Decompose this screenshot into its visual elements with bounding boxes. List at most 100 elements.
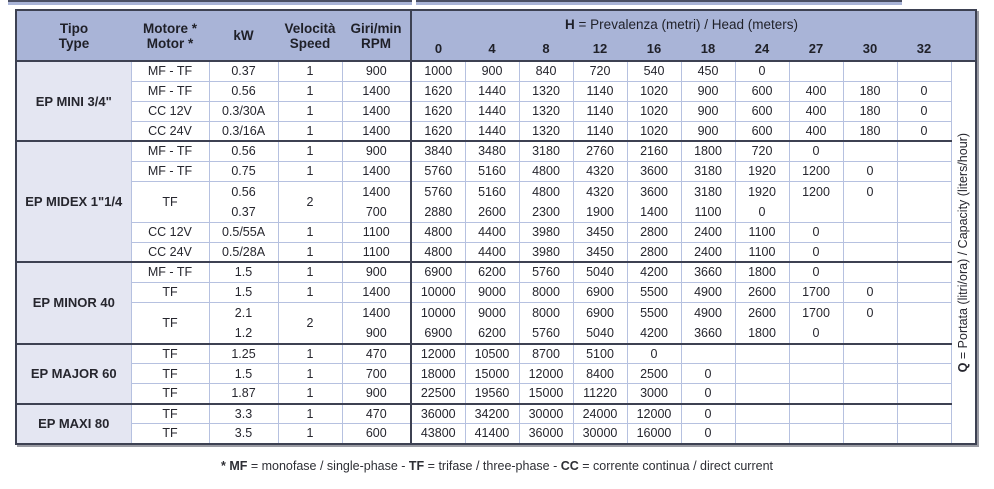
head-value-cell	[734, 402, 789, 424]
head-value-cell: 5500 4200	[626, 301, 681, 344]
head-value-cell: 0	[896, 80, 952, 101]
head-value-cell: 12000	[410, 342, 465, 364]
head-value-cell: 1020	[626, 100, 681, 121]
speed-cell: 1	[277, 60, 342, 81]
speed-cell: 1	[277, 423, 342, 444]
type-cell: EP MINOR 40	[15, 261, 131, 344]
kw-cell: 2.1 1.2	[208, 301, 278, 344]
motor-cell: MF - TF	[130, 140, 209, 161]
rpm-cell: 470	[341, 402, 411, 424]
type-column-header-line2: Type	[58, 35, 90, 51]
head-value-cell	[788, 60, 843, 81]
type-cell: EP MINI 3/4"	[15, 60, 131, 141]
head-value-cell	[896, 241, 952, 262]
head-value-cell	[788, 402, 843, 424]
head-value-cell: 30000	[572, 423, 627, 444]
rpm-cell: 1400 900	[341, 301, 411, 344]
head-value-cell: 180	[842, 120, 897, 141]
head-value-cell	[842, 261, 897, 282]
head-value-header: 0	[410, 37, 465, 61]
head-value-cell: 8000	[518, 281, 573, 302]
motor-cell: CC 12V	[130, 221, 209, 242]
head-value-cell: 5760	[410, 160, 465, 181]
head-value-cell: 1100	[734, 241, 789, 262]
pump-spec-table: Tipo Type Motore * Motor * kW Velocità S…	[15, 9, 978, 445]
head-value-cell: 8700	[518, 342, 573, 364]
head-value-cell	[896, 363, 952, 384]
table-row: MF - TF 0.75 1 1400 5760 5160 4800 4320 3600 3180…	[16, 160, 976, 181]
head-value-cell	[842, 363, 897, 384]
footnote-text: = monofase / single-phase -	[250, 459, 409, 473]
table-row: TF 1.5 1 700 18000 15000 12000 8400 2500 0	[16, 363, 976, 384]
head-value-cell: 1100	[734, 221, 789, 242]
rpm-column-header-line2: RPM	[361, 35, 391, 51]
head-value-cell: 4400	[464, 241, 519, 262]
footnote: * MF = monofase / single-phase - TF = tr…	[0, 459, 994, 473]
head-value-cell	[896, 301, 952, 344]
head-values-row: 0 4 8 12 16 18 24 27 30 32	[16, 37, 976, 61]
head-value-cell: 18000	[410, 363, 465, 384]
footnote-abbrev: TF	[408, 459, 428, 473]
head-value-cell	[734, 363, 789, 384]
head-value-cell: 1000	[410, 60, 465, 81]
head-value-cell: 0	[788, 261, 843, 282]
table-row: EP MINI 3/4" MF - TF 0.37 1 900 1000 900 840 720…	[15, 60, 977, 444]
head-value-cell: 450	[680, 60, 735, 81]
head-value-cell: 3980	[518, 221, 573, 242]
head-value-cell: 2760	[572, 140, 627, 161]
head-value-cell: 1140	[572, 120, 627, 141]
motor-column-header-line1: Motore *	[143, 20, 197, 36]
rpm-cell: 1400	[341, 281, 411, 302]
head-value-cell: 0	[680, 402, 735, 424]
head-value-cell: 4320	[572, 160, 627, 181]
head-value-cell	[734, 423, 789, 444]
head-value-cell	[788, 342, 843, 364]
type-cell: EP MAJOR 60	[15, 342, 131, 404]
pump-spec-table-wrap: Tipo Type Motore * Motor * kW Velocità S…	[15, 9, 978, 445]
head-value-cell: 0	[896, 100, 952, 121]
head-value-cell: 600	[734, 120, 789, 141]
kw-cell: 1.5	[208, 363, 278, 384]
motor-cell: CC 12V	[130, 100, 209, 121]
kw-cell: 0.3/16A	[208, 120, 278, 141]
speed-cell: 2	[277, 180, 342, 222]
rpm-cell: 1100	[341, 241, 411, 262]
head-value-cell: 15000	[464, 363, 519, 384]
motor-cell: TF	[130, 342, 209, 364]
head-value-cell: 3450	[572, 241, 627, 262]
table-row: CC 12V 0.3/30A 1 1400 1620 1440 1320 1140 1020 90…	[16, 100, 976, 121]
motor-cell: MF - TF	[130, 80, 209, 101]
kw-cell: 0.5/28A	[208, 241, 278, 262]
head-value-cell: 1920	[734, 160, 789, 181]
head-value-cell: 41400	[464, 423, 519, 444]
rpm-cell: 600	[341, 423, 411, 444]
head-value-cell	[788, 363, 843, 384]
head-value-cell: 400	[788, 100, 843, 121]
head-value-cell: 0	[788, 140, 843, 161]
head-value-cell: 0	[788, 221, 843, 242]
motor-cell: TF	[130, 383, 209, 404]
rpm-cell: 900	[341, 261, 411, 282]
top-crop-strip	[8, 0, 902, 5]
head-value-cell: 1440	[464, 120, 519, 141]
head-value-cell: 6900	[572, 281, 627, 302]
head-value-cell: 15000	[518, 383, 573, 404]
table-body: EP MINI 3/4" MF - TF 0.37 1 900 1000 900 840 720…	[15, 60, 977, 444]
head-value-cell: 19560	[464, 383, 519, 404]
head-value-cell: 0	[680, 383, 735, 404]
speed-cell: 1	[277, 402, 342, 424]
head-value-header: 18	[681, 37, 735, 61]
head-value-cell: 900	[680, 100, 735, 121]
head-value-cell: 4400	[464, 221, 519, 242]
speed-cell: 1	[277, 160, 342, 181]
head-value-cell: 3450	[572, 221, 627, 242]
head-value-cell: 3180	[518, 140, 573, 161]
head-value-header: 24	[735, 37, 789, 61]
speed-cell: 1	[277, 383, 342, 404]
head-value-cell: 36000	[410, 402, 465, 424]
head-value-cell: 1200	[788, 180, 843, 222]
speed-column-header-line2: Speed	[289, 35, 331, 51]
kw-cell: 1.25	[208, 342, 278, 364]
rpm-cell: 1400	[341, 100, 411, 121]
head-value-cell: 900	[680, 80, 735, 101]
